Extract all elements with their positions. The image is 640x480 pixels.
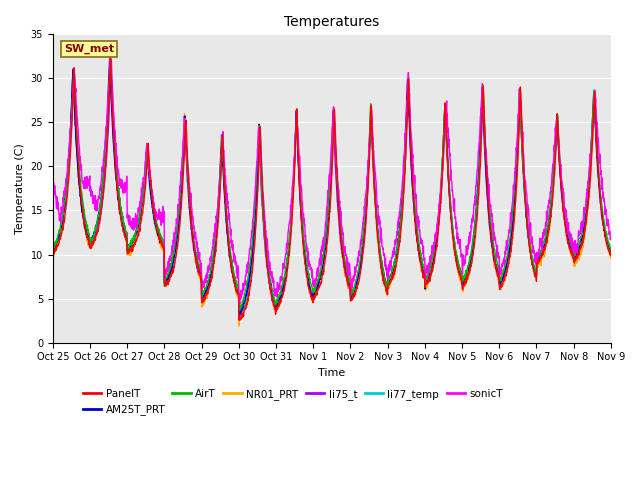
li77_temp <box>573 248 581 254</box>
li77_temp <box>558 187 566 193</box>
li75_t <box>349 290 356 296</box>
PanelT <box>349 297 356 303</box>
AM25T_PRT <box>558 193 566 199</box>
PanelT <box>236 317 243 323</box>
NR01_PRT <box>607 253 614 259</box>
sonicT <box>495 252 502 258</box>
sonicT <box>236 301 243 307</box>
sonicT <box>558 180 566 186</box>
AirT <box>107 56 115 61</box>
NR01_PRT <box>49 252 56 258</box>
Line: AirT: AirT <box>52 59 611 311</box>
li75_t <box>108 56 115 62</box>
PanelT <box>49 252 56 257</box>
li75_t <box>558 191 566 197</box>
AM25T_PRT <box>49 247 56 253</box>
sonicT <box>49 180 56 185</box>
Line: PanelT: PanelT <box>52 57 611 320</box>
li75_t <box>607 249 614 254</box>
Line: li77_temp: li77_temp <box>52 59 611 315</box>
AM25T_PRT <box>495 270 502 276</box>
sonicT <box>349 282 356 288</box>
AirT <box>573 248 581 253</box>
li77_temp <box>361 226 369 231</box>
AM25T_PRT <box>349 291 356 297</box>
AirT <box>349 288 356 294</box>
PanelT <box>558 193 566 199</box>
AM25T_PRT <box>573 249 581 255</box>
sonicT <box>573 241 581 247</box>
li77_temp <box>349 293 356 299</box>
sonicT <box>205 266 212 272</box>
PanelT <box>205 287 212 292</box>
NR01_PRT <box>106 52 114 58</box>
PanelT <box>573 255 581 261</box>
sonicT <box>607 235 614 241</box>
PanelT <box>607 252 614 258</box>
Line: sonicT: sonicT <box>52 58 611 304</box>
li77_temp <box>495 273 502 279</box>
AM25T_PRT <box>236 312 243 317</box>
NR01_PRT <box>349 296 356 301</box>
PanelT <box>107 54 115 60</box>
NR01_PRT <box>495 276 502 282</box>
AirT <box>49 243 56 249</box>
AirT <box>205 276 212 282</box>
li75_t <box>205 280 212 286</box>
sonicT <box>361 206 369 212</box>
AM25T_PRT <box>607 251 614 257</box>
AM25T_PRT <box>205 282 212 288</box>
AirT <box>361 217 369 223</box>
li75_t <box>495 275 502 280</box>
PanelT <box>361 238 369 243</box>
NR01_PRT <box>235 323 243 329</box>
li75_t <box>573 250 581 256</box>
AM25T_PRT <box>106 57 113 62</box>
AM25T_PRT <box>361 224 369 229</box>
li75_t <box>49 246 56 252</box>
AirT <box>558 183 566 189</box>
li77_temp <box>236 312 243 318</box>
li77_temp <box>205 287 212 292</box>
NR01_PRT <box>205 287 212 292</box>
li77_temp <box>107 56 115 62</box>
NR01_PRT <box>361 224 369 229</box>
Title: Temperatures: Temperatures <box>284 15 380 29</box>
X-axis label: Time: Time <box>318 368 346 378</box>
Line: li75_t: li75_t <box>52 59 611 318</box>
li77_temp <box>607 250 614 256</box>
NR01_PRT <box>558 188 566 194</box>
AirT <box>495 264 502 270</box>
li75_t <box>236 315 243 321</box>
AirT <box>236 308 243 313</box>
Line: NR01_PRT: NR01_PRT <box>52 55 611 326</box>
AirT <box>607 246 614 252</box>
PanelT <box>495 274 502 279</box>
sonicT <box>107 55 115 60</box>
Y-axis label: Temperature (C): Temperature (C) <box>15 143 25 234</box>
Text: SW_met: SW_met <box>64 44 114 54</box>
li77_temp <box>49 247 56 252</box>
Line: AM25T_PRT: AM25T_PRT <box>52 60 611 314</box>
Legend: PanelT, AM25T_PRT, AirT, NR01_PRT, li75_t, li77_temp, sonicT: PanelT, AM25T_PRT, AirT, NR01_PRT, li75_… <box>79 385 507 419</box>
li75_t <box>361 229 369 235</box>
NR01_PRT <box>573 256 581 262</box>
